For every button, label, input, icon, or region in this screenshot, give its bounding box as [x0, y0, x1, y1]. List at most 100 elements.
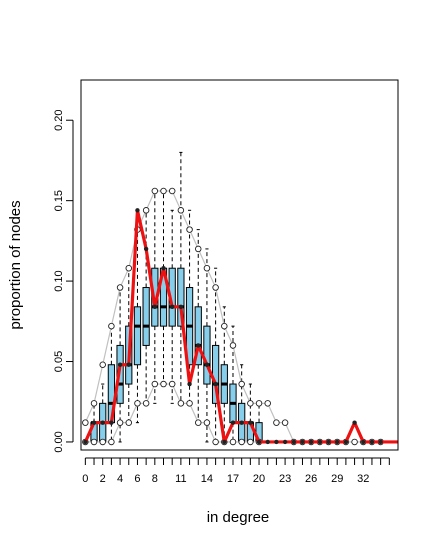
- observed-point: [100, 420, 105, 425]
- observed-point: [126, 362, 131, 367]
- envelope-point: [99, 438, 106, 446]
- observed-point: [187, 381, 192, 387]
- envelope-point: [151, 380, 159, 388]
- boxplot: [246, 383, 254, 443]
- boxplot: [194, 229, 202, 424]
- y-axis: 0.00 0.05 0.10 0.15 0.20: [53, 110, 74, 453]
- observed-point: [152, 304, 158, 310]
- box: [177, 267, 185, 327]
- envelope-point: [186, 226, 193, 233]
- envelope-point: [168, 380, 176, 388]
- envelope-point: [142, 400, 150, 407]
- boxplot: [177, 151, 185, 404]
- boxplot: [159, 190, 168, 385]
- observed-point: [335, 439, 340, 445]
- box: [194, 306, 202, 366]
- envelope-point: [142, 207, 150, 214]
- envelope-point: [255, 400, 263, 407]
- y-tick-label: 0.10: [53, 270, 65, 291]
- envelope-point: [194, 245, 202, 253]
- x-axis: 0 2 4 6 8 11 14 17 20 23 26 29 32: [82, 457, 390, 485]
- x-tick-label: 17: [227, 473, 239, 485]
- boxplot: [99, 383, 107, 443]
- observed-point: [230, 420, 236, 425]
- envelope-point: [281, 419, 289, 426]
- observed-point: [352, 420, 357, 425]
- observed-point: [282, 439, 288, 445]
- envelope-point: [212, 438, 219, 446]
- observed-point: [369, 439, 375, 445]
- x-tick-label: 2: [100, 473, 106, 485]
- x-tick-label: 4: [117, 473, 123, 485]
- envelope-point: [108, 322, 115, 330]
- envelope-point: [125, 419, 133, 426]
- observed-point: [143, 246, 149, 252]
- envelope-point: [90, 400, 98, 407]
- envelope-point: [160, 187, 167, 195]
- boxplot: [211, 267, 220, 443]
- y-tick-label: 0.00: [53, 431, 65, 452]
- envelope-point: [82, 419, 89, 426]
- x-tick-label: 11: [175, 473, 186, 485]
- envelope-point: [273, 419, 280, 426]
- envelope-point: [203, 419, 211, 426]
- plot-area: [82, 151, 398, 446]
- observed-point: [326, 439, 331, 445]
- observed-point: [161, 266, 166, 271]
- y-tick-label: 0.15: [53, 190, 65, 211]
- x-tick-label: 20: [253, 473, 265, 485]
- observed-point: [213, 381, 218, 387]
- envelope-point: [99, 361, 106, 368]
- envelope-point: [116, 284, 124, 291]
- envelope-point: [212, 284, 219, 291]
- boxplot: [185, 209, 194, 404]
- envelope-point: [247, 438, 254, 446]
- observed-point: [117, 362, 123, 367]
- envelope-point: [177, 400, 185, 407]
- observed-point: [169, 304, 175, 310]
- envelope-point: [229, 342, 237, 349]
- boxplot: [133, 229, 142, 424]
- box: [142, 287, 150, 346]
- observed-point: [239, 420, 244, 425]
- observed-point: [196, 343, 201, 348]
- envelope-point: [177, 207, 185, 214]
- boxplot: [220, 306, 228, 443]
- envelope-point: [351, 438, 358, 446]
- observed-point: [300, 439, 305, 445]
- observed-point: [274, 439, 279, 445]
- envelope-point: [108, 438, 115, 446]
- boxplot: [203, 248, 211, 443]
- x-tick-label: 8: [152, 473, 158, 485]
- y-tick-label: 0.05: [53, 351, 65, 372]
- observed-point: [222, 439, 227, 445]
- envelope-point: [221, 322, 228, 330]
- envelope-point: [116, 419, 124, 426]
- envelope-point: [238, 438, 245, 446]
- y-axis-title: proportion of nodes: [7, 200, 24, 329]
- envelope-point: [203, 264, 211, 272]
- box: [203, 325, 211, 385]
- envelope-point: [151, 187, 159, 195]
- envelope-point: [168, 187, 176, 195]
- observed-point: [378, 439, 383, 445]
- observed-point: [248, 420, 253, 425]
- plot-frame: [80, 79, 399, 451]
- envelope-point: [125, 264, 133, 272]
- x-tick-label: 29: [331, 473, 343, 485]
- x-tick-label: 6: [134, 473, 140, 485]
- x-tick-label: 26: [305, 473, 317, 485]
- x-axis-title: in degree: [207, 509, 270, 526]
- x-tick-label: 14: [201, 473, 213, 485]
- envelope-point: [264, 400, 271, 407]
- envelope-point: [90, 438, 98, 446]
- observed-point: [256, 439, 262, 445]
- y-tick-label: 0.20: [53, 110, 65, 131]
- observed-point: [361, 439, 366, 445]
- envelope-point: [229, 438, 237, 446]
- observed-point: [265, 439, 270, 445]
- observed-point: [308, 439, 314, 445]
- envelope-point: [160, 380, 167, 388]
- envelope-point: [194, 419, 202, 426]
